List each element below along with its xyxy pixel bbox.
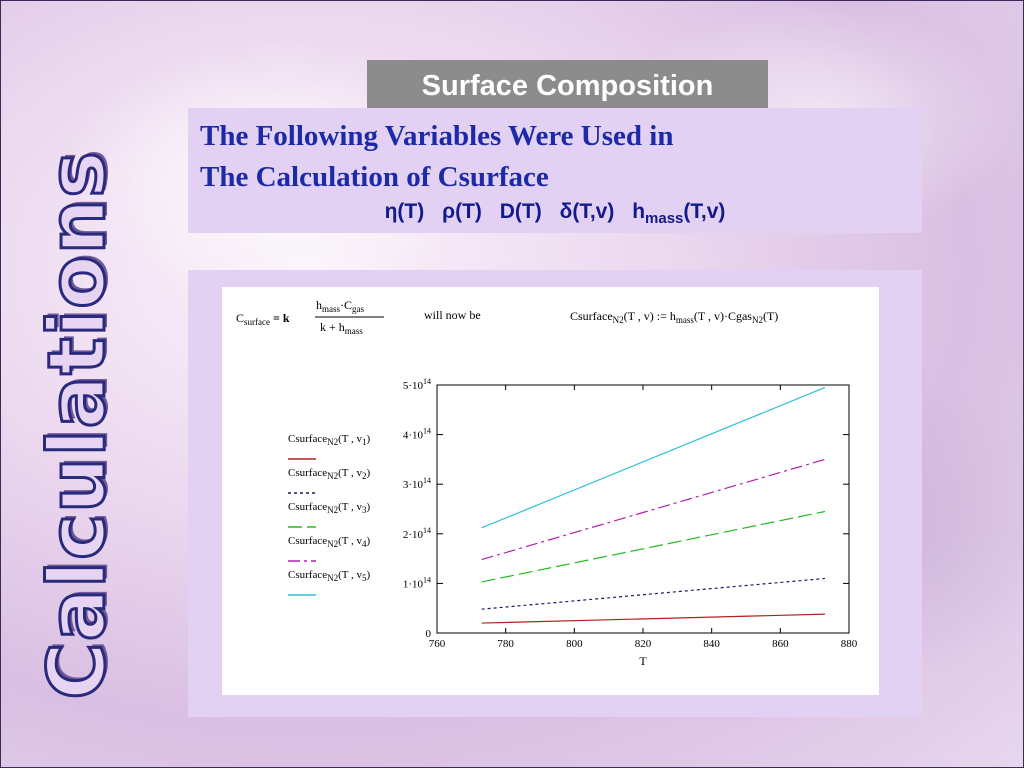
x-tick-label: 860 — [772, 638, 789, 650]
x-axis-label: T — [639, 654, 647, 668]
variable-delta: δ(T,v) — [559, 200, 615, 223]
variable-d: D(T) — [499, 200, 542, 223]
banner-title: Surface Composition — [367, 60, 768, 112]
series-line-4 — [481, 458, 826, 561]
y-tick-label: 1·1014 — [403, 575, 431, 590]
legend-label-1: CsurfaceN2(T , v1) — [288, 433, 371, 447]
variable-eta: η(T) — [384, 200, 425, 223]
legend-label-5: CsurfaceN2(T , v5) — [288, 569, 371, 583]
chart-card: Csurface = k hmass·Cgas k + hmass will n… — [222, 287, 879, 695]
x-tick-label: 780 — [497, 638, 514, 650]
x-tick-label: 880 — [841, 638, 858, 650]
series-line-2 — [481, 577, 826, 610]
legend-label-4: CsurfaceN2(T , v4) — [288, 535, 371, 549]
plot-frame — [436, 384, 850, 634]
x-tick-label: 760 — [429, 638, 446, 650]
variables-heading: The Following Variables Were Used in The… — [200, 116, 900, 198]
heading-line-1: The Following Variables Were Used in — [200, 120, 674, 152]
variables-list: η(T) ρ(T) D(T) δ(T,v) hmass(T,v) — [188, 200, 922, 227]
series-line-3 — [481, 510, 826, 583]
legend-label-2: CsurfaceN2(T , v2) — [288, 467, 371, 481]
variable-hmass: hmass(T,v) — [632, 200, 726, 228]
side-title: Calculations — [32, 149, 125, 701]
y-tick-label: 4·1014 — [403, 427, 431, 442]
variables-panel: The Following Variables Were Used in The… — [188, 108, 922, 233]
formula-denominator: k + hmass — [320, 320, 363, 336]
y-tick-label: 2·1014 — [403, 526, 431, 541]
series-line-5 — [481, 386, 826, 529]
will-now-be-label: will now be — [424, 308, 481, 322]
series-line-1 — [481, 613, 825, 624]
legend-label-3: CsurfaceN2(T , v3) — [288, 501, 371, 515]
plot: 0 1·1014 2·1014 3·1014 4·1014 5·1014 760 780 800… — [288, 377, 858, 668]
x-tick-label: 840 — [703, 638, 720, 650]
x-tick-label: 820 — [635, 638, 652, 650]
y-tick-label: 3·1014 — [403, 476, 431, 491]
formula: Csurface = k hmass·Cgas k + hmass will n… — [236, 298, 778, 336]
x-tick-label: 800 — [566, 638, 583, 650]
y-tick-label: 5·1014 — [403, 377, 431, 392]
y-tick-label: 0 — [426, 628, 432, 640]
chart-svg: Csurface = k hmass·Cgas k + hmass will n… — [236, 298, 858, 668]
formula-numerator: hmass·Cgas — [316, 298, 364, 314]
variable-rho: ρ(T) — [442, 200, 482, 223]
heading-line-2: The Calculation of Csurface — [200, 161, 549, 193]
formula-rhs: CsurfaceN2(T , v) := hmass(T , v)·CgasN2… — [570, 309, 778, 325]
formula-lhs: Csurface = k — [236, 311, 290, 327]
